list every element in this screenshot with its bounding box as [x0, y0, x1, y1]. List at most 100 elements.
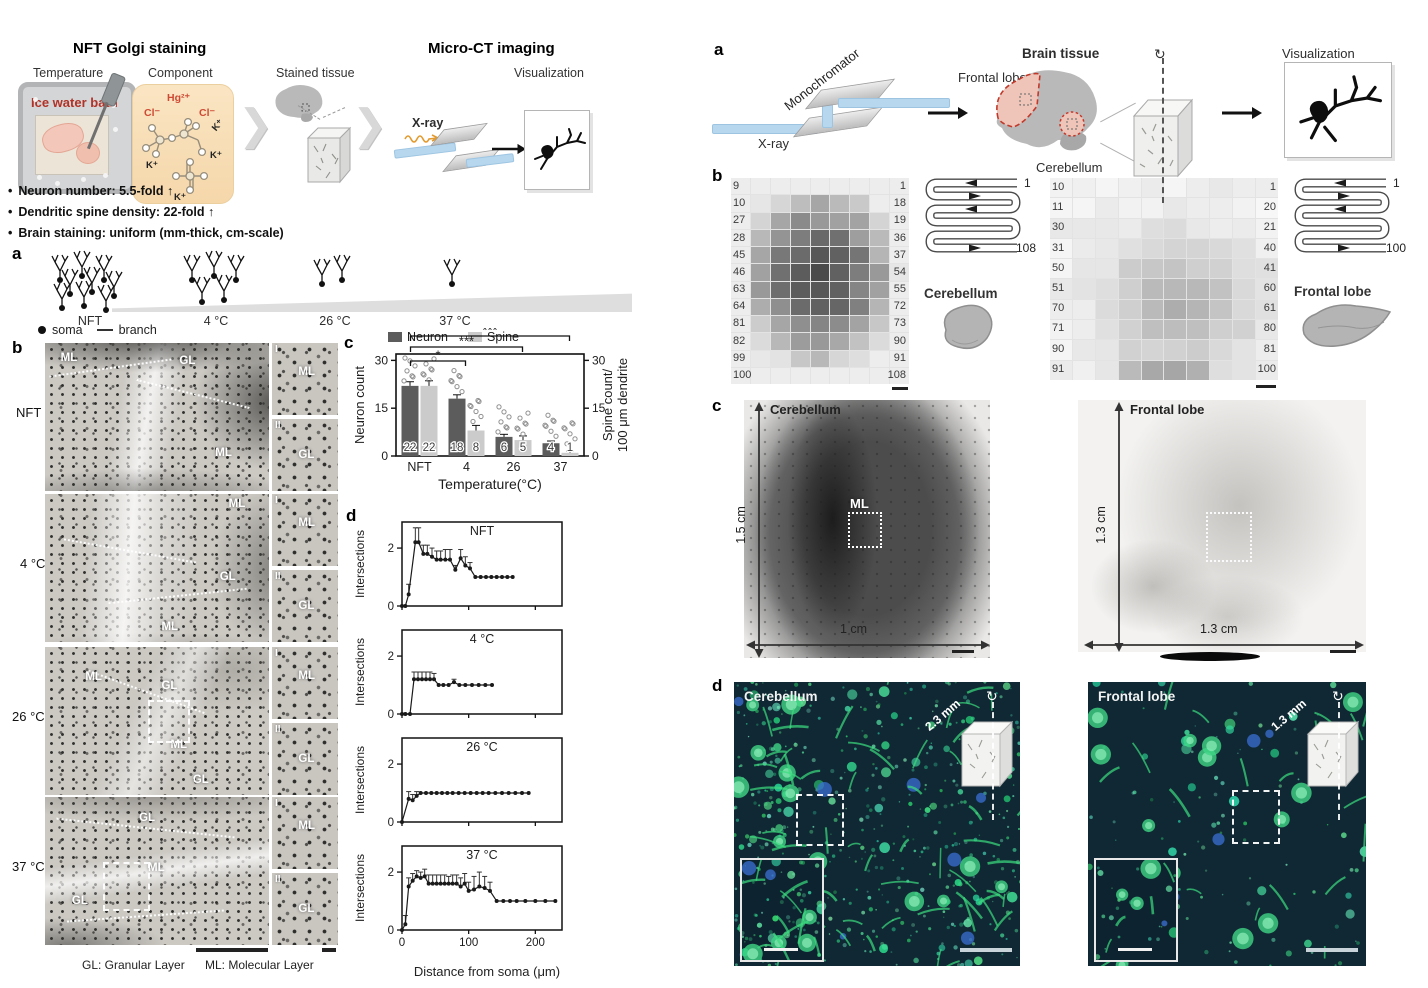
region-label: ML [60, 351, 78, 364]
ct-slice-tile [1233, 198, 1256, 218]
region-label: GL [192, 774, 209, 787]
ct-slice-tile [731, 229, 750, 246]
slice-number: 91 [893, 351, 906, 364]
panel-a-right-label: a [714, 40, 724, 59]
svg-text:0: 0 [381, 449, 388, 463]
ct-slice-tile [1164, 178, 1187, 198]
ct-slice-tile [850, 281, 870, 298]
panel-c-left-label: c [344, 333, 354, 352]
ct-slice-tile [750, 298, 770, 315]
ct-slice-tile [1072, 238, 1095, 259]
rotation-axis [1338, 702, 1340, 820]
legend-branch-label: branch [118, 323, 157, 337]
ct-slice-tile [731, 212, 750, 229]
left-title-ct: Micro-CT imaging [428, 40, 555, 57]
slice-number: 40 [1263, 241, 1276, 254]
brain-icon [275, 85, 323, 122]
inset-roman-numeral: II [275, 420, 281, 431]
ct-slice-tile [790, 333, 810, 350]
svg-text:18: 18 [451, 442, 464, 454]
slice-number: 63 [733, 283, 746, 296]
svg-text:Intersections: Intersections [353, 530, 367, 598]
ct-slice-tile [1095, 259, 1118, 279]
vertical-dimension-arrow [1114, 402, 1124, 652]
ct-slice-tile [850, 212, 870, 229]
visualization-label: Visualization [1282, 46, 1355, 61]
height-dimension-label: 1.3 cm [1094, 506, 1108, 544]
ct-slice-tile [770, 195, 790, 212]
arrow-right-icon [928, 107, 968, 119]
ct-slice-tile [1210, 340, 1233, 360]
ct-slice-tile [830, 247, 850, 264]
ct-slice-tile [1072, 360, 1095, 380]
ct-slice-tile [770, 316, 790, 333]
chevron-right-icon: ❯ [352, 101, 388, 148]
chem-k-label: K⁺ [174, 192, 186, 203]
region-label: ML [85, 670, 102, 683]
scan-start-label: 1 [1393, 176, 1400, 190]
left-title-staining: NFT Golgi staining [73, 40, 207, 57]
svg-text:200: 200 [526, 937, 545, 949]
neuron-glyphs [313, 254, 351, 287]
arrow-right-icon [492, 143, 526, 155]
bullet-item: • Dendritic spine density: 22-fold ↑ [8, 205, 215, 219]
svg-text:30: 30 [592, 353, 606, 367]
neuron-glyphs [51, 250, 123, 313]
ct-slice-tile [1095, 198, 1118, 218]
svg-text:1: 1 [567, 442, 573, 454]
ct-slice-tile [1210, 360, 1233, 380]
svg-text:***: *** [459, 334, 474, 349]
ct-slice-tile [810, 367, 830, 384]
ct-slice-tile [810, 264, 830, 281]
rotation-icon: ↻ [1332, 688, 1344, 704]
region-label: ML [228, 498, 246, 511]
scale-bar [892, 387, 908, 390]
scale-bar [322, 948, 336, 952]
svg-text:Temperature(°C): Temperature(°C) [438, 476, 542, 492]
monochromator-plate [792, 106, 884, 138]
ct-slice-tile [1233, 259, 1256, 279]
scale-bar [196, 948, 268, 952]
frontal-shape-icon [1302, 304, 1392, 347]
ct-slice-tile [731, 247, 750, 264]
ct-slice-tile [770, 333, 790, 350]
ct-slice-tile [1050, 299, 1072, 320]
slice-number: 72 [893, 300, 906, 313]
svg-text:0: 0 [388, 817, 394, 829]
legend-soma-label: soma [52, 323, 83, 337]
histology-inset-2: II GL [272, 723, 338, 795]
caption-ml: ML: Molecular Layer [205, 958, 314, 972]
ct-slice-tile [890, 350, 909, 367]
horizontal-dimension-arrow [1084, 640, 1364, 650]
chem-k-label: K⁺ [210, 150, 222, 161]
region-label: GL [298, 600, 315, 613]
height-dimension-label: 1.5 cm [734, 506, 748, 544]
slice-number: 80 [1263, 322, 1276, 335]
ct-slice-tile [810, 333, 830, 350]
step-visualization: Visualization [514, 66, 584, 80]
ct-slice-tile [890, 212, 909, 229]
ct-slice-tile [1164, 299, 1187, 320]
tissue-tray [35, 115, 109, 175]
roi-dashed-box [103, 862, 150, 911]
ct-slice-tile [1233, 279, 1256, 299]
ct-slice-tile [1256, 320, 1278, 340]
ct-slice-tile [1095, 299, 1118, 320]
scan-path-icon [1294, 178, 1390, 253]
ct-slice-tile [1233, 218, 1256, 238]
svg-text:30: 30 [375, 353, 389, 367]
svg-text:0: 0 [399, 937, 405, 949]
slice-number: 100 [1257, 362, 1276, 375]
panel-c-right-label: c [712, 396, 722, 415]
svg-text:0: 0 [592, 449, 599, 463]
roi-dashed-box [1232, 790, 1280, 844]
ct-slice-tile [850, 195, 870, 212]
slice-number: 91 [1052, 362, 1065, 375]
svg-text:22: 22 [404, 442, 417, 454]
slice-number: 10 [733, 197, 746, 210]
ct-slice-tile [830, 264, 850, 281]
inset-roman-numeral: I [275, 798, 278, 809]
ct-slice-tile [1072, 178, 1095, 198]
ct-slice-tile [1050, 360, 1072, 380]
